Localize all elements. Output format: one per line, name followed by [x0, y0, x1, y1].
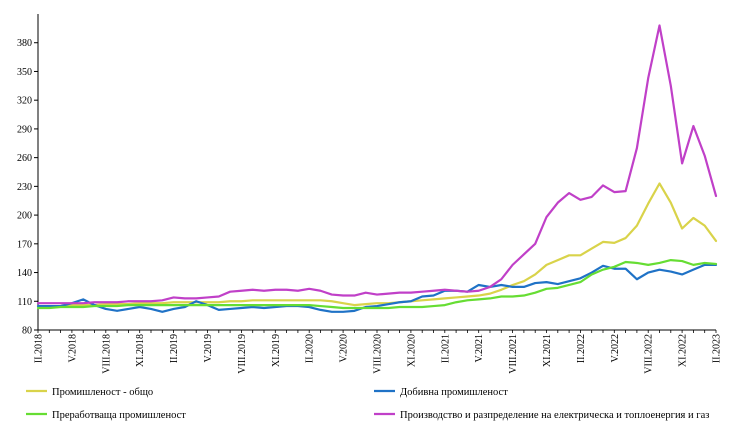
x-tick-label: XI.2021	[542, 334, 553, 367]
series-line-mining	[36, 263, 718, 313]
x-tick-label: VIII.2019	[237, 334, 248, 374]
y-tick-label: 140	[17, 268, 32, 279]
y-tick-label: 80	[22, 326, 32, 337]
x-axis-ticks: II.2018 V.2018 VIII.2018 XI.2018 II.2019 V.20…	[34, 330, 723, 374]
x-tick-label: II.2022	[576, 334, 587, 363]
legend-label-manufacturing: Преработваща промишленост	[52, 410, 186, 421]
x-tick-label: VIII.2018	[101, 334, 112, 374]
x-tick-label: V.2018	[67, 334, 78, 362]
series-line-manufacturing	[36, 259, 718, 310]
legend-label-energy: Производство и разпределение на електрич…	[400, 410, 709, 421]
axes	[37, 14, 716, 331]
x-tick-label: II.2023	[712, 334, 723, 363]
y-tick-label: 110	[17, 297, 32, 308]
series-line-energy	[36, 24, 718, 305]
legend-label-mining: Добивна промишленост	[400, 387, 508, 398]
y-tick-label: 380	[17, 38, 32, 49]
y-tick-label: 230	[17, 182, 32, 193]
legend-item-total: Промишленост - общо	[26, 387, 153, 398]
x-tick-label: XI.2020	[406, 334, 417, 367]
x-tick-label: II.2019	[169, 334, 180, 363]
x-tick-label: VIII.2021	[508, 334, 519, 374]
x-tick-label: VIII.2020	[373, 334, 384, 374]
y-tick-label: 290	[17, 124, 32, 135]
series-lines	[36, 24, 718, 313]
y-axis-ticks: 80 110 140 170 200 230 260 290 320 350 380	[17, 38, 38, 337]
series-line-total	[36, 182, 718, 308]
y-tick-label: 260	[17, 153, 32, 164]
x-tick-label: XI.2019	[271, 334, 282, 367]
legend-item-energy: Производство и разпределение на електрич…	[374, 410, 709, 421]
legend-item-mining: Добивна промишленост	[374, 387, 508, 398]
y-tick-label: 320	[17, 96, 32, 107]
legend: Промишленост - общо Добивна промишленост…	[26, 387, 709, 421]
y-tick-label: 170	[17, 239, 32, 250]
x-tick-label: II.2020	[305, 334, 316, 363]
x-tick-label: V.2020	[339, 334, 350, 362]
x-tick-label: XI.2018	[135, 334, 146, 367]
x-tick-label: II.2021	[440, 334, 451, 363]
x-tick-label: XI.2022	[678, 334, 689, 367]
x-tick-label: V.2021	[474, 334, 485, 362]
x-tick-label: II.2018	[34, 334, 45, 363]
y-tick-label: 350	[17, 67, 32, 78]
legend-label-total: Промишленост - общо	[52, 387, 153, 398]
x-tick-label: VIII.2022	[644, 334, 655, 374]
x-tick-label: V.2022	[610, 334, 621, 362]
y-tick-label: 200	[17, 211, 32, 222]
legend-item-manufacturing: Преработваща промишленост	[26, 410, 186, 421]
x-tick-label: V.2019	[203, 334, 214, 362]
